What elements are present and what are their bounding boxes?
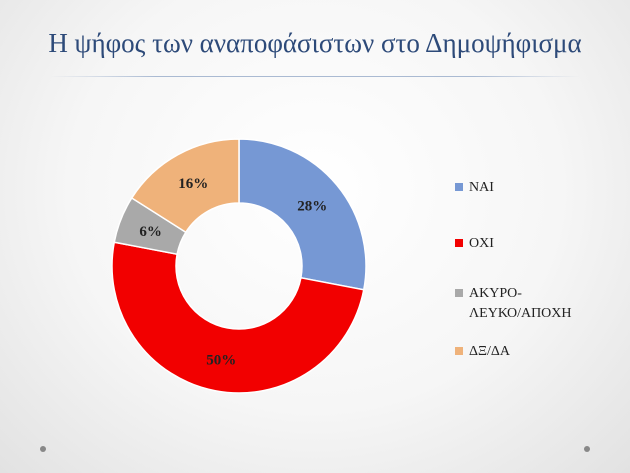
- data-label-akyro: 6%: [139, 224, 162, 240]
- slice-oxi: [111, 241, 365, 394]
- legend-swatch-dxda: [455, 347, 463, 355]
- slide-title: Η ψήφος των αναποφάσιστων στο Δημοψήφισμ…: [48, 28, 582, 58]
- title-divider: [50, 76, 580, 77]
- legend-item-nai: ΝΑΙ: [455, 178, 494, 198]
- data-label-dxda: 16%: [178, 176, 208, 192]
- corner-dot-right: [584, 446, 590, 452]
- legend-item-dxda: ΔΞ/ΔΑ: [455, 342, 510, 362]
- legend-label-akyro: ΑΚΥΡΟ- ΛΕΥΚΟ/ΑΠΟΧΗ: [469, 286, 572, 321]
- legend-swatch-nai: [455, 183, 463, 191]
- legend-item-oxi: ΟΧΙ: [455, 234, 494, 254]
- slice-nai: [238, 138, 367, 291]
- legend-label-oxi: ΟΧΙ: [469, 236, 494, 251]
- slice-dxda: [130, 138, 240, 234]
- legend-swatch-akyro: [455, 289, 463, 297]
- data-label-nai: 28%: [297, 198, 327, 214]
- data-label-oxi: 50%: [206, 352, 236, 368]
- legend-label-dxda: ΔΞ/ΔΑ: [469, 344, 511, 359]
- legend-item-akyro: ΑΚΥΡΟ- ΛΕΥΚΟ/ΑΠΟΧΗ: [455, 284, 572, 324]
- legend-label-nai: ΝΑΙ: [469, 180, 494, 195]
- corner-dot-left: [40, 446, 46, 452]
- legend-swatch-oxi: [455, 239, 463, 247]
